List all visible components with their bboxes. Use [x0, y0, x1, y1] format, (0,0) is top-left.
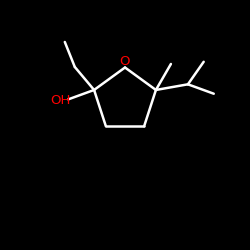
- Text: OH: OH: [50, 94, 71, 107]
- Text: O: O: [120, 55, 130, 68]
